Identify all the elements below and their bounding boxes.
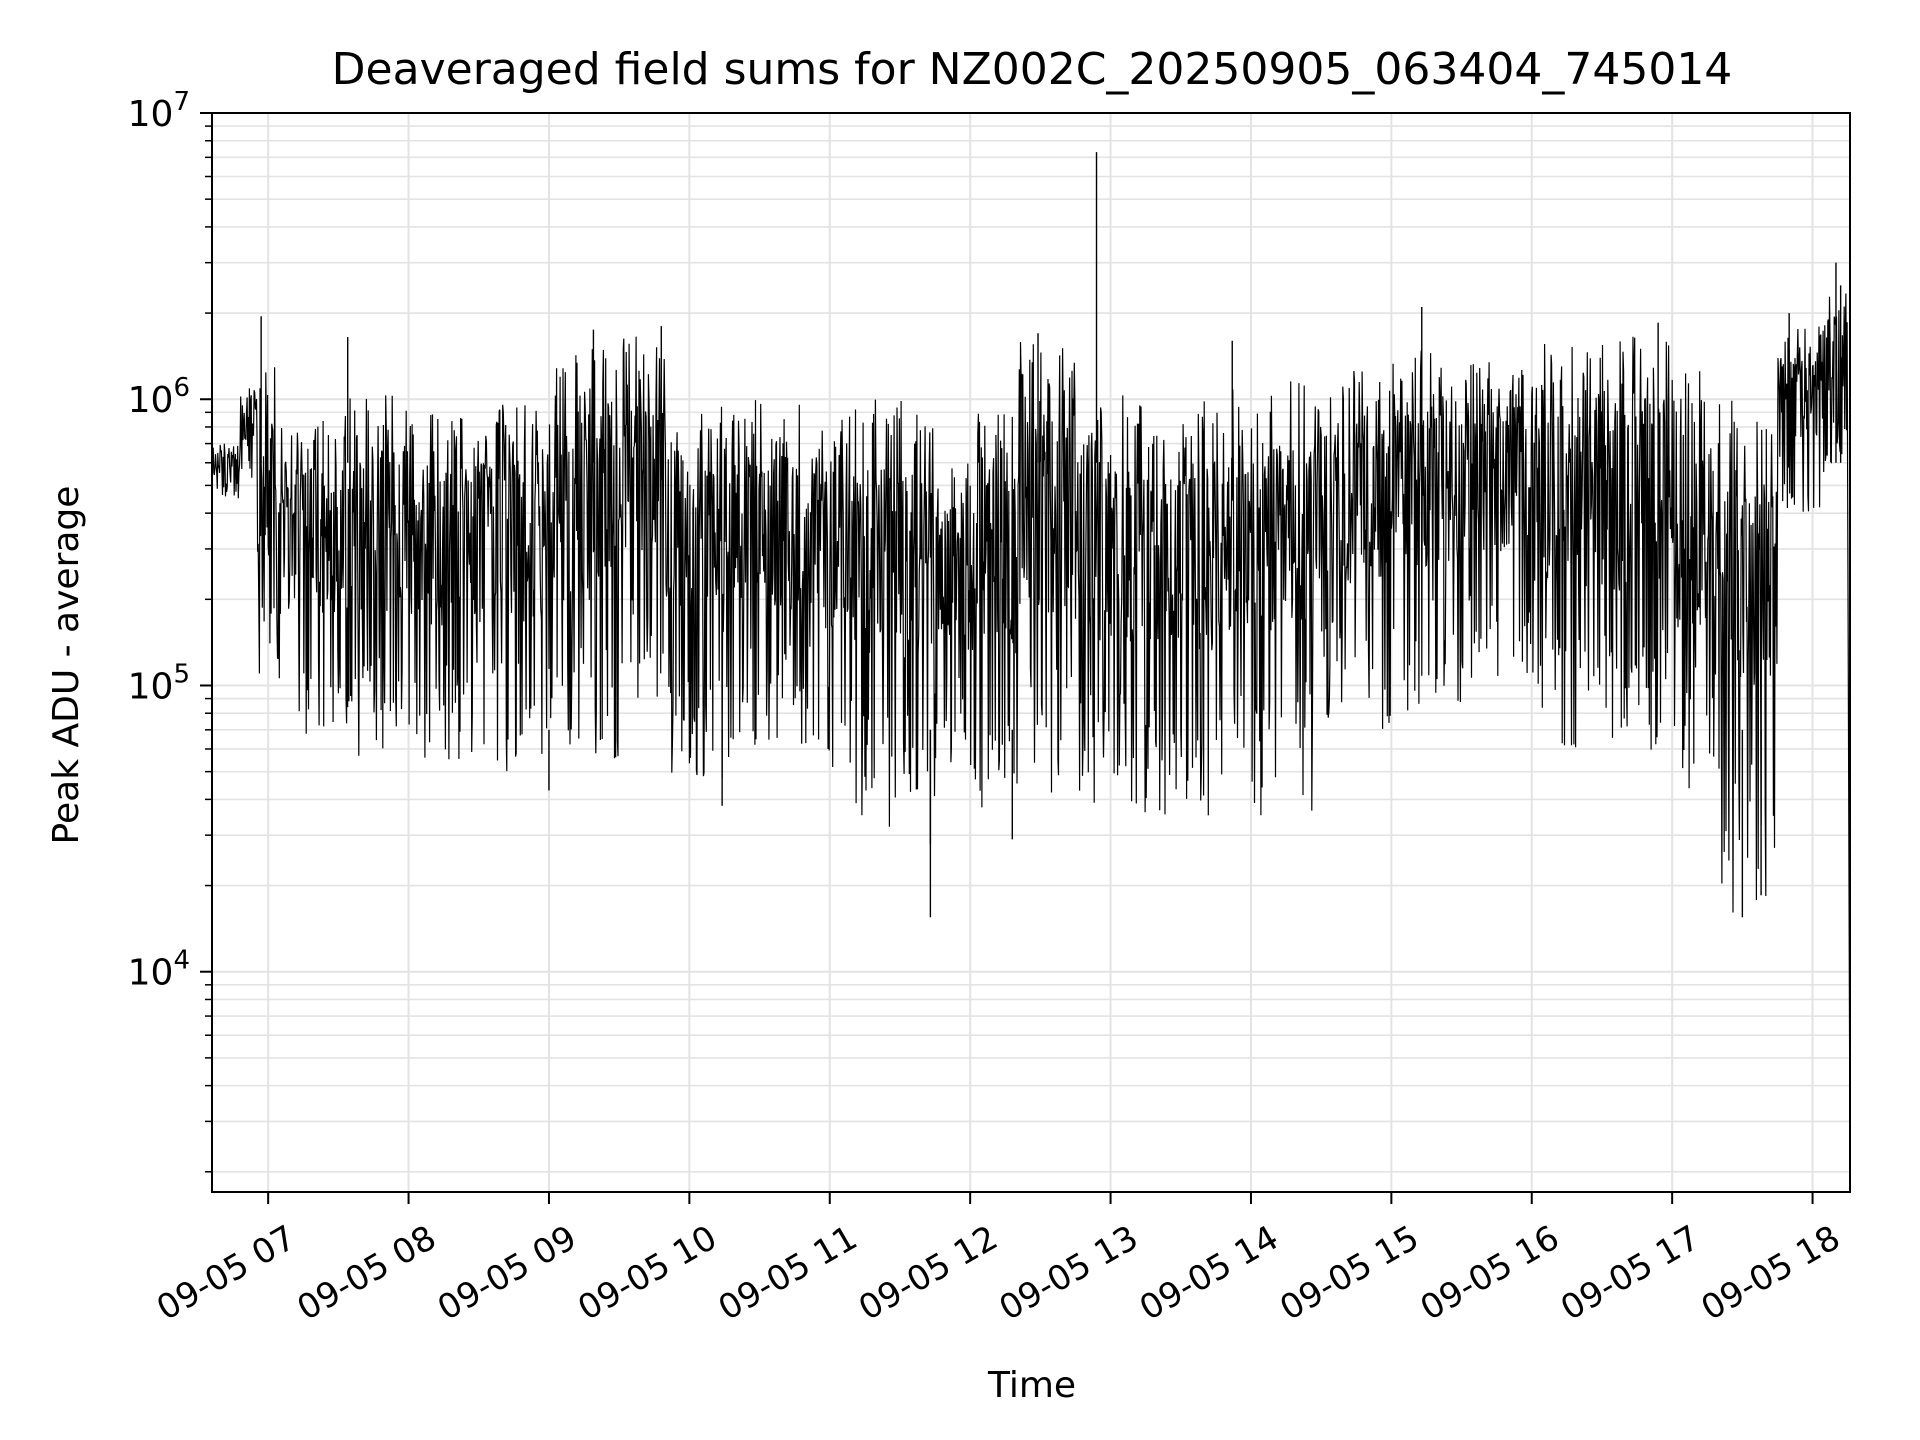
y-tick-label: 104 (128, 946, 190, 994)
y-tick-label: 105 (128, 659, 190, 707)
series-line (211, 293, 1851, 1172)
x-axis-label: Time (987, 1365, 1076, 1406)
plot-frame (211, 112, 1851, 1193)
chart-title: Deaveraged field sums for NZ002C_2025090… (332, 44, 1733, 95)
y-tick-label: 106 (128, 373, 190, 421)
y-axis-label: Peak ADU - average (46, 486, 87, 845)
y-axis-ticks: 104 105 106 107 (128, 87, 212, 1173)
y-tick-label: 107 (128, 87, 190, 135)
data-series (211, 152, 1851, 1172)
